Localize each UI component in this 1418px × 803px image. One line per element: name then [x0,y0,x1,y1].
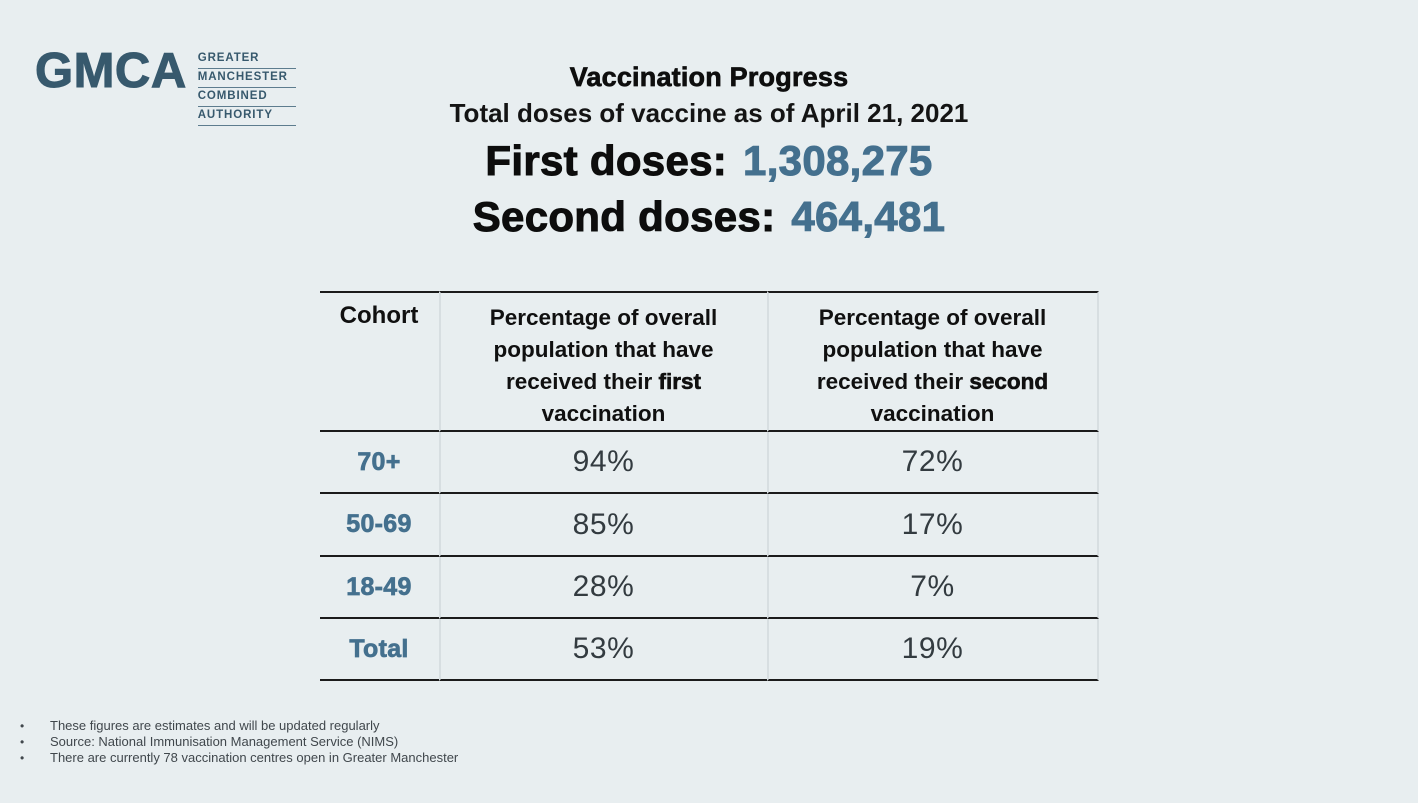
page-title: Vaccination Progress [569,62,849,93]
second-dose-percentage-50-69: 17% [766,494,1099,557]
first-doses-line: First doses: 1,308,275 [0,137,1418,185]
header-first-suffix: vaccination [541,401,666,426]
cohort-cell-18-49: 18-49 [319,557,439,619]
footnote-text: These figures are estimates and will be … [50,718,380,733]
first-doses-value: 1,308,275 [743,137,933,185]
column-header-cohort: Cohort [319,291,439,432]
bullet-icon: • [20,751,25,765]
cohort-cell-50-69: 50-69 [319,494,439,557]
first-dose-percentage-50-69: 85% [438,494,767,557]
header-second-prefix: Percentage of overall population that ha… [816,305,1047,394]
second-doses-value: 464,481 [791,193,946,241]
column-header-second-vaccination: Percentage of overall population that ha… [766,291,1099,432]
header-second-suffix: vaccination [870,401,995,426]
header-first-emphasis: first [658,369,702,395]
footnotes: • These figures are estimates and will b… [20,718,458,766]
footnote-text: There are currently 78 vaccination centr… [50,750,459,765]
second-dose-percentage-70plus: 72% [766,432,1099,494]
second-dose-percentage-total: 19% [766,619,1099,681]
cohort-cell-total: Total [319,619,439,681]
first-doses-label: First doses: [485,137,728,185]
logo-acronym: GMCA [35,44,187,98]
second-dose-percentage-18-49: 7% [766,557,1099,619]
logo-word-authority: AUTHORITY [197,108,296,126]
header-second-emphasis: second [969,369,1049,395]
headline: Vaccination Progress Total doses of vacc… [0,0,1418,241]
second-doses-label: Second doses: [472,193,776,241]
vaccination-table: Cohort Percentage of overall population … [319,291,1099,681]
footnote-item: • These figures are estimates and will b… [20,718,458,734]
footnote-item: • There are currently 78 vaccination cen… [20,750,458,766]
logo-word-greater: GREATER [197,51,296,69]
header-first-prefix: Percentage of overall population that ha… [489,305,718,394]
cohort-cell-70plus: 70+ [319,432,439,494]
bullet-icon: • [20,735,25,749]
column-header-first-vaccination: Percentage of overall population that ha… [438,291,767,432]
first-dose-percentage-70plus: 94% [438,432,767,494]
logo-word-manchester: MANCHESTER [197,70,296,88]
gmca-logo: GMCA GREATER MANCHESTER COMBINED AUTHORI… [35,44,296,127]
page-subtitle: Total doses of vaccine as of April 21, 2… [449,98,969,128]
logo-wordmark: GREATER MANCHESTER COMBINED AUTHORITY [197,51,296,127]
first-dose-percentage-total: 53% [438,619,767,681]
second-doses-line: Second doses: 464,481 [0,193,1418,241]
first-dose-percentage-18-49: 28% [438,557,767,619]
footnote-item: • Source: National Immunisation Manageme… [20,734,458,750]
bullet-icon: • [20,719,25,733]
footnote-text: Source: National Immunisation Management… [50,734,399,749]
logo-word-combined: COMBINED [197,89,296,107]
